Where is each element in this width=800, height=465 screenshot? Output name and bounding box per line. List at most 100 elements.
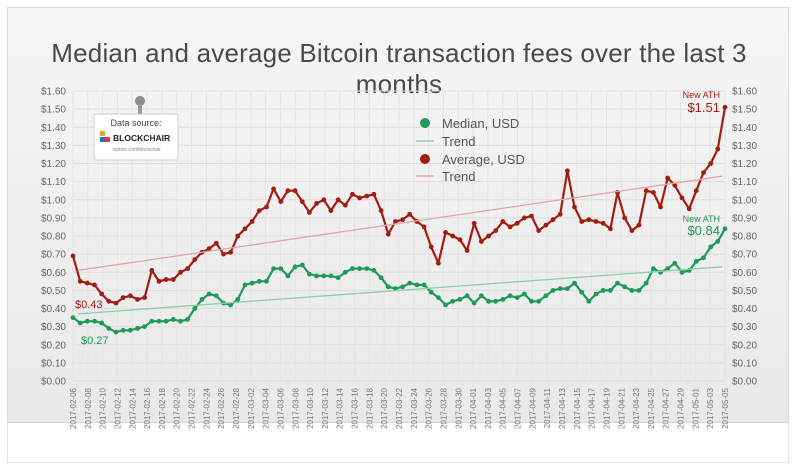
data-point: [715, 239, 721, 244]
legend-median-trend-label: Trend: [442, 134, 475, 149]
data-point: [120, 327, 126, 333]
data-point: [722, 104, 728, 110]
data-point: [213, 240, 219, 246]
data-point: [127, 327, 133, 333]
y-tick-label-right: $0.40: [732, 304, 757, 315]
y-tick-label-right: $0.00: [732, 377, 757, 388]
data-point: [500, 297, 506, 302]
data-point: [192, 306, 198, 311]
data-point: [622, 284, 628, 290]
data-point: [407, 280, 413, 286]
data-point: [285, 273, 291, 279]
y-tick-label-right: $1.30: [732, 141, 757, 152]
data-point: [357, 195, 362, 201]
data-point: [321, 197, 327, 203]
y-axis-right: $0.00 $0.10 $0.20 $0.30 $0.40 $0.50 $0.60 $0.70…: [732, 87, 757, 388]
data-point: [615, 280, 620, 286]
data-point: [593, 219, 599, 224]
data-point: [421, 282, 427, 288]
data-point: [385, 231, 391, 237]
data-point: [271, 186, 276, 192]
x-tick-label: 2017-05-01: [691, 387, 700, 428]
grid-lines: [72, 90, 726, 382]
data-point: [701, 255, 706, 261]
x-tick-label: 2017-03-10: [306, 387, 315, 428]
data-point: [199, 297, 205, 302]
x-tick-label: 2017-03-20: [380, 387, 389, 428]
x-tick-label: 2017-03-16: [351, 387, 360, 428]
x-tick-label: 2017-03-08: [291, 387, 300, 428]
x-tick-label: 2017-04-03: [484, 387, 493, 428]
y-tick-label-left: $1.50: [41, 105, 66, 116]
x-tick-label: 2017-04-29: [677, 387, 686, 428]
data-point: [142, 295, 148, 300]
x-tick-label: 2017-03-02: [247, 387, 256, 428]
legend-median-marker: [420, 118, 430, 128]
data-point: [149, 268, 155, 273]
data-point: [622, 215, 628, 221]
x-tick-label: 2017-03-12: [321, 387, 330, 428]
data-point: [178, 269, 183, 275]
data-point: [378, 275, 384, 281]
data-point: [393, 286, 398, 291]
data-point: [443, 230, 448, 235]
x-axis: 2017-02-06 2017-02-08 2017-02-10 2017-02-12…: [69, 387, 730, 428]
y-axis-left: $0.00 $0.10 $0.20 $0.30 $0.40 $0.50 $0.60 $0.70…: [41, 87, 66, 388]
data-point: [479, 239, 484, 244]
x-tick-label: 2017-05-03: [706, 387, 715, 428]
x-tick-label: 2017-02-10: [99, 387, 108, 428]
data-point: [693, 188, 699, 194]
data-point: [686, 206, 692, 212]
data-point: [507, 293, 513, 299]
data-point: [113, 300, 119, 306]
y-tick-label-right: $1.40: [732, 123, 757, 134]
data-point: [264, 278, 269, 284]
data-point: [471, 300, 477, 306]
data-point: [271, 266, 276, 271]
data-point: [350, 266, 355, 271]
data-point: [99, 291, 105, 297]
data-point: [608, 288, 613, 293]
data-point: [665, 175, 671, 181]
y-tick-label-left: $1.60: [41, 87, 66, 98]
data-point: [228, 302, 234, 308]
y-tick-label-right: $1.50: [732, 105, 757, 116]
data-point: [543, 222, 549, 228]
legend-average-label: Average, USD: [442, 152, 525, 167]
data-point: [328, 208, 334, 214]
data-point: [493, 228, 499, 234]
x-tick-label: 2017-04-27: [662, 387, 671, 428]
data-point: [314, 201, 319, 206]
y-tick-label-left: $0.90: [41, 213, 66, 224]
data-point: [722, 226, 728, 232]
y-tick-label-left: $0.60: [41, 268, 66, 279]
data-point: [163, 277, 169, 282]
source-brand: BLOCKCHAIR: [113, 133, 170, 143]
data-point: [514, 220, 520, 226]
y-tick-label-right: $0.20: [732, 340, 757, 351]
x-tick-label: 2017-02-12: [113, 387, 122, 428]
data-point: [450, 233, 456, 239]
x-tick-label: 2017-04-23: [632, 387, 641, 428]
x-tick-label: 2017-04-21: [617, 387, 626, 428]
data-point: [536, 298, 542, 304]
x-tick-label: 2017-04-15: [573, 387, 582, 428]
data-point: [600, 220, 606, 226]
data-point: [256, 208, 262, 214]
data-point: [249, 280, 255, 286]
x-tick-label: 2017-03-30: [454, 387, 463, 428]
data-point: [371, 268, 377, 273]
data-point: [701, 170, 706, 176]
x-tick-label: 2017-04-13: [558, 387, 567, 428]
x-tick-label: 2017-04-01: [469, 387, 478, 428]
data-point: [471, 220, 477, 226]
x-tick-label: 2017-03-28: [439, 387, 448, 428]
data-point: [350, 191, 355, 197]
pin-icon: [135, 96, 145, 114]
data-point: [163, 318, 169, 324]
data-point: [500, 219, 506, 224]
data-point: [299, 262, 305, 268]
data-point: [586, 298, 592, 304]
data-point: [450, 298, 456, 304]
data-point: [421, 224, 427, 230]
